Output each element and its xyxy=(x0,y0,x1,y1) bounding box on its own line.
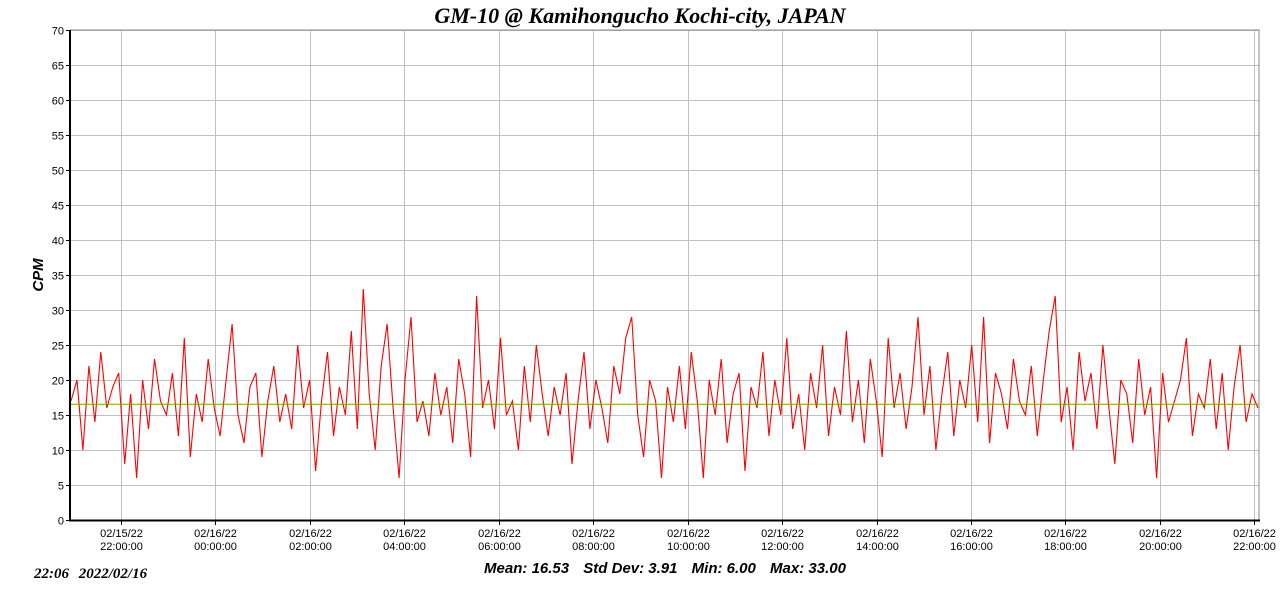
x-tick-date: 02/15/22 xyxy=(100,528,143,540)
y-tick-label: 0 xyxy=(58,516,64,528)
y-tick-label: 60 xyxy=(52,96,64,108)
x-tick-time: 06:00:00 xyxy=(478,541,521,553)
timestamp: 22:06 2022/02/16 xyxy=(33,566,148,582)
y-tick-label: 15 xyxy=(52,411,64,423)
mean-label: Mean: xyxy=(484,560,527,577)
x-tick-date: 02/16/22 xyxy=(383,528,426,540)
timestamp-time: 22:06 xyxy=(33,566,69,582)
y-tick-label: 65 xyxy=(52,61,64,73)
x-tick-time: 16:00:00 xyxy=(950,541,993,553)
x-tick-time: 08:00:00 xyxy=(572,541,615,553)
x-tick-time: 12:00:00 xyxy=(761,541,804,553)
cpm-series-line xyxy=(70,288,1259,479)
std-label: Std Dev: xyxy=(583,560,644,577)
y-tick-label: 50 xyxy=(52,166,64,178)
x-tick-date: 02/16/22 xyxy=(1233,528,1276,540)
x-tick-time: 22:00:00 xyxy=(100,541,143,553)
x-tick-date: 02/16/22 xyxy=(478,528,521,540)
x-tick-date: 02/16/22 xyxy=(761,528,804,540)
y-tick-label: 10 xyxy=(52,446,64,458)
x-tick-time: 18:00:00 xyxy=(1044,541,1087,553)
x-tick-time: 10:00:00 xyxy=(667,541,710,553)
y-tick-label: 70 xyxy=(52,26,64,38)
y-tick-label: 45 xyxy=(52,201,64,213)
max-value: 33.00 xyxy=(808,560,846,577)
plot-area xyxy=(70,288,1259,479)
chart-title: GM-10 @ Kamihongucho Kochi-city, JAPAN xyxy=(434,3,846,28)
x-tick-time: 20:00:00 xyxy=(1139,541,1182,553)
x-tick-time: 00:00:00 xyxy=(194,541,237,553)
x-tick-date: 02/16/22 xyxy=(1044,528,1087,540)
x-tick-date: 02/16/22 xyxy=(194,528,237,540)
timestamp-date: 2022/02/16 xyxy=(78,566,148,582)
y-tick-label: 35 xyxy=(52,271,64,283)
y-tick-label: 20 xyxy=(52,376,64,388)
x-tick-date: 02/16/22 xyxy=(1139,528,1182,540)
mean-value: 16.53 xyxy=(532,560,570,577)
x-tick-time: 02:00:00 xyxy=(289,541,332,553)
min-value: 6.00 xyxy=(727,560,757,577)
x-tick-date: 02/16/22 xyxy=(950,528,993,540)
x-tick-time: 14:00:00 xyxy=(856,541,899,553)
x-tick-date: 02/16/22 xyxy=(572,528,615,540)
y-tick-label: 5 xyxy=(58,481,64,493)
y-tick-label: 40 xyxy=(52,236,64,248)
min-label: Min: xyxy=(692,560,723,577)
y-tick-label: 25 xyxy=(52,341,64,353)
y-ticks: 0 5 10 15 20 25 30 35 40 45 50 55 60 65 70 xyxy=(52,26,70,528)
x-tick-time: 04:00:00 xyxy=(383,541,426,553)
x-tick-date: 02/16/22 xyxy=(856,528,899,540)
x-ticks: 02/15/2222:00:0002/16/2200:00:0002/16/22… xyxy=(100,520,1276,553)
std-value: 3.91 xyxy=(648,560,677,577)
x-tick-time: 22:00:00 xyxy=(1233,541,1276,553)
stats-summary: Mean: 16.53 Std Dev: 3.91 Min: 6.00 Max:… xyxy=(484,560,847,577)
y-tick-label: 55 xyxy=(52,131,64,143)
max-label: Max: xyxy=(770,560,804,577)
y-tick-label: 30 xyxy=(52,306,64,318)
grid xyxy=(70,30,1259,521)
y-axis-label: CPM xyxy=(30,258,47,292)
x-tick-date: 02/16/22 xyxy=(667,528,710,540)
x-tick-date: 02/16/22 xyxy=(289,528,332,540)
